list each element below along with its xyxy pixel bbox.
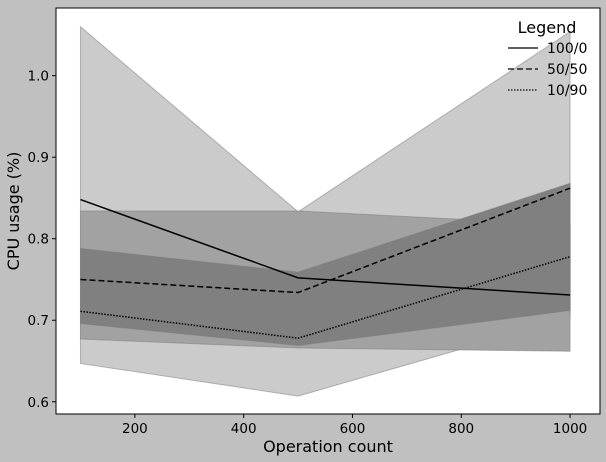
line-series-1 <box>80 198 571 296</box>
plot-frame <box>55 7 601 415</box>
y-axis: 0.6 0.7 0.8 0.9 1.0 <box>28 69 56 411</box>
band-series-3 <box>79 182 571 347</box>
y-tick-label: 1.0 <box>28 69 49 85</box>
legend-title: Legend <box>518 18 577 37</box>
y-tick-label: 0.9 <box>28 150 49 166</box>
confidence-bands <box>79 25 571 397</box>
legend: Legend 100/0 50/50 10/90 <box>508 18 587 99</box>
line-series-3 <box>80 255 571 339</box>
x-axis-label: Operation count <box>263 437 393 456</box>
x-tick-label: 600 <box>340 421 366 437</box>
legend-label-3: 10/90 <box>547 83 587 99</box>
x-tick-label: 1000 <box>553 421 587 437</box>
legend-label-1: 100/0 <box>547 41 587 57</box>
x-tick-label: 200 <box>122 421 148 437</box>
y-tick-label: 0.7 <box>28 313 49 329</box>
y-tick-label: 0.6 <box>28 395 49 411</box>
legend-label-2: 50/50 <box>547 62 587 78</box>
y-tick-label: 0.8 <box>28 232 49 248</box>
x-tick-label: 800 <box>448 421 474 437</box>
y-axis-label: CPU usage (%) <box>4 152 23 271</box>
x-tick-label: 400 <box>231 421 257 437</box>
line-series-2 <box>80 187 571 294</box>
series-lines <box>80 187 571 339</box>
x-axis: 200 400 600 800 1000 <box>122 414 587 437</box>
